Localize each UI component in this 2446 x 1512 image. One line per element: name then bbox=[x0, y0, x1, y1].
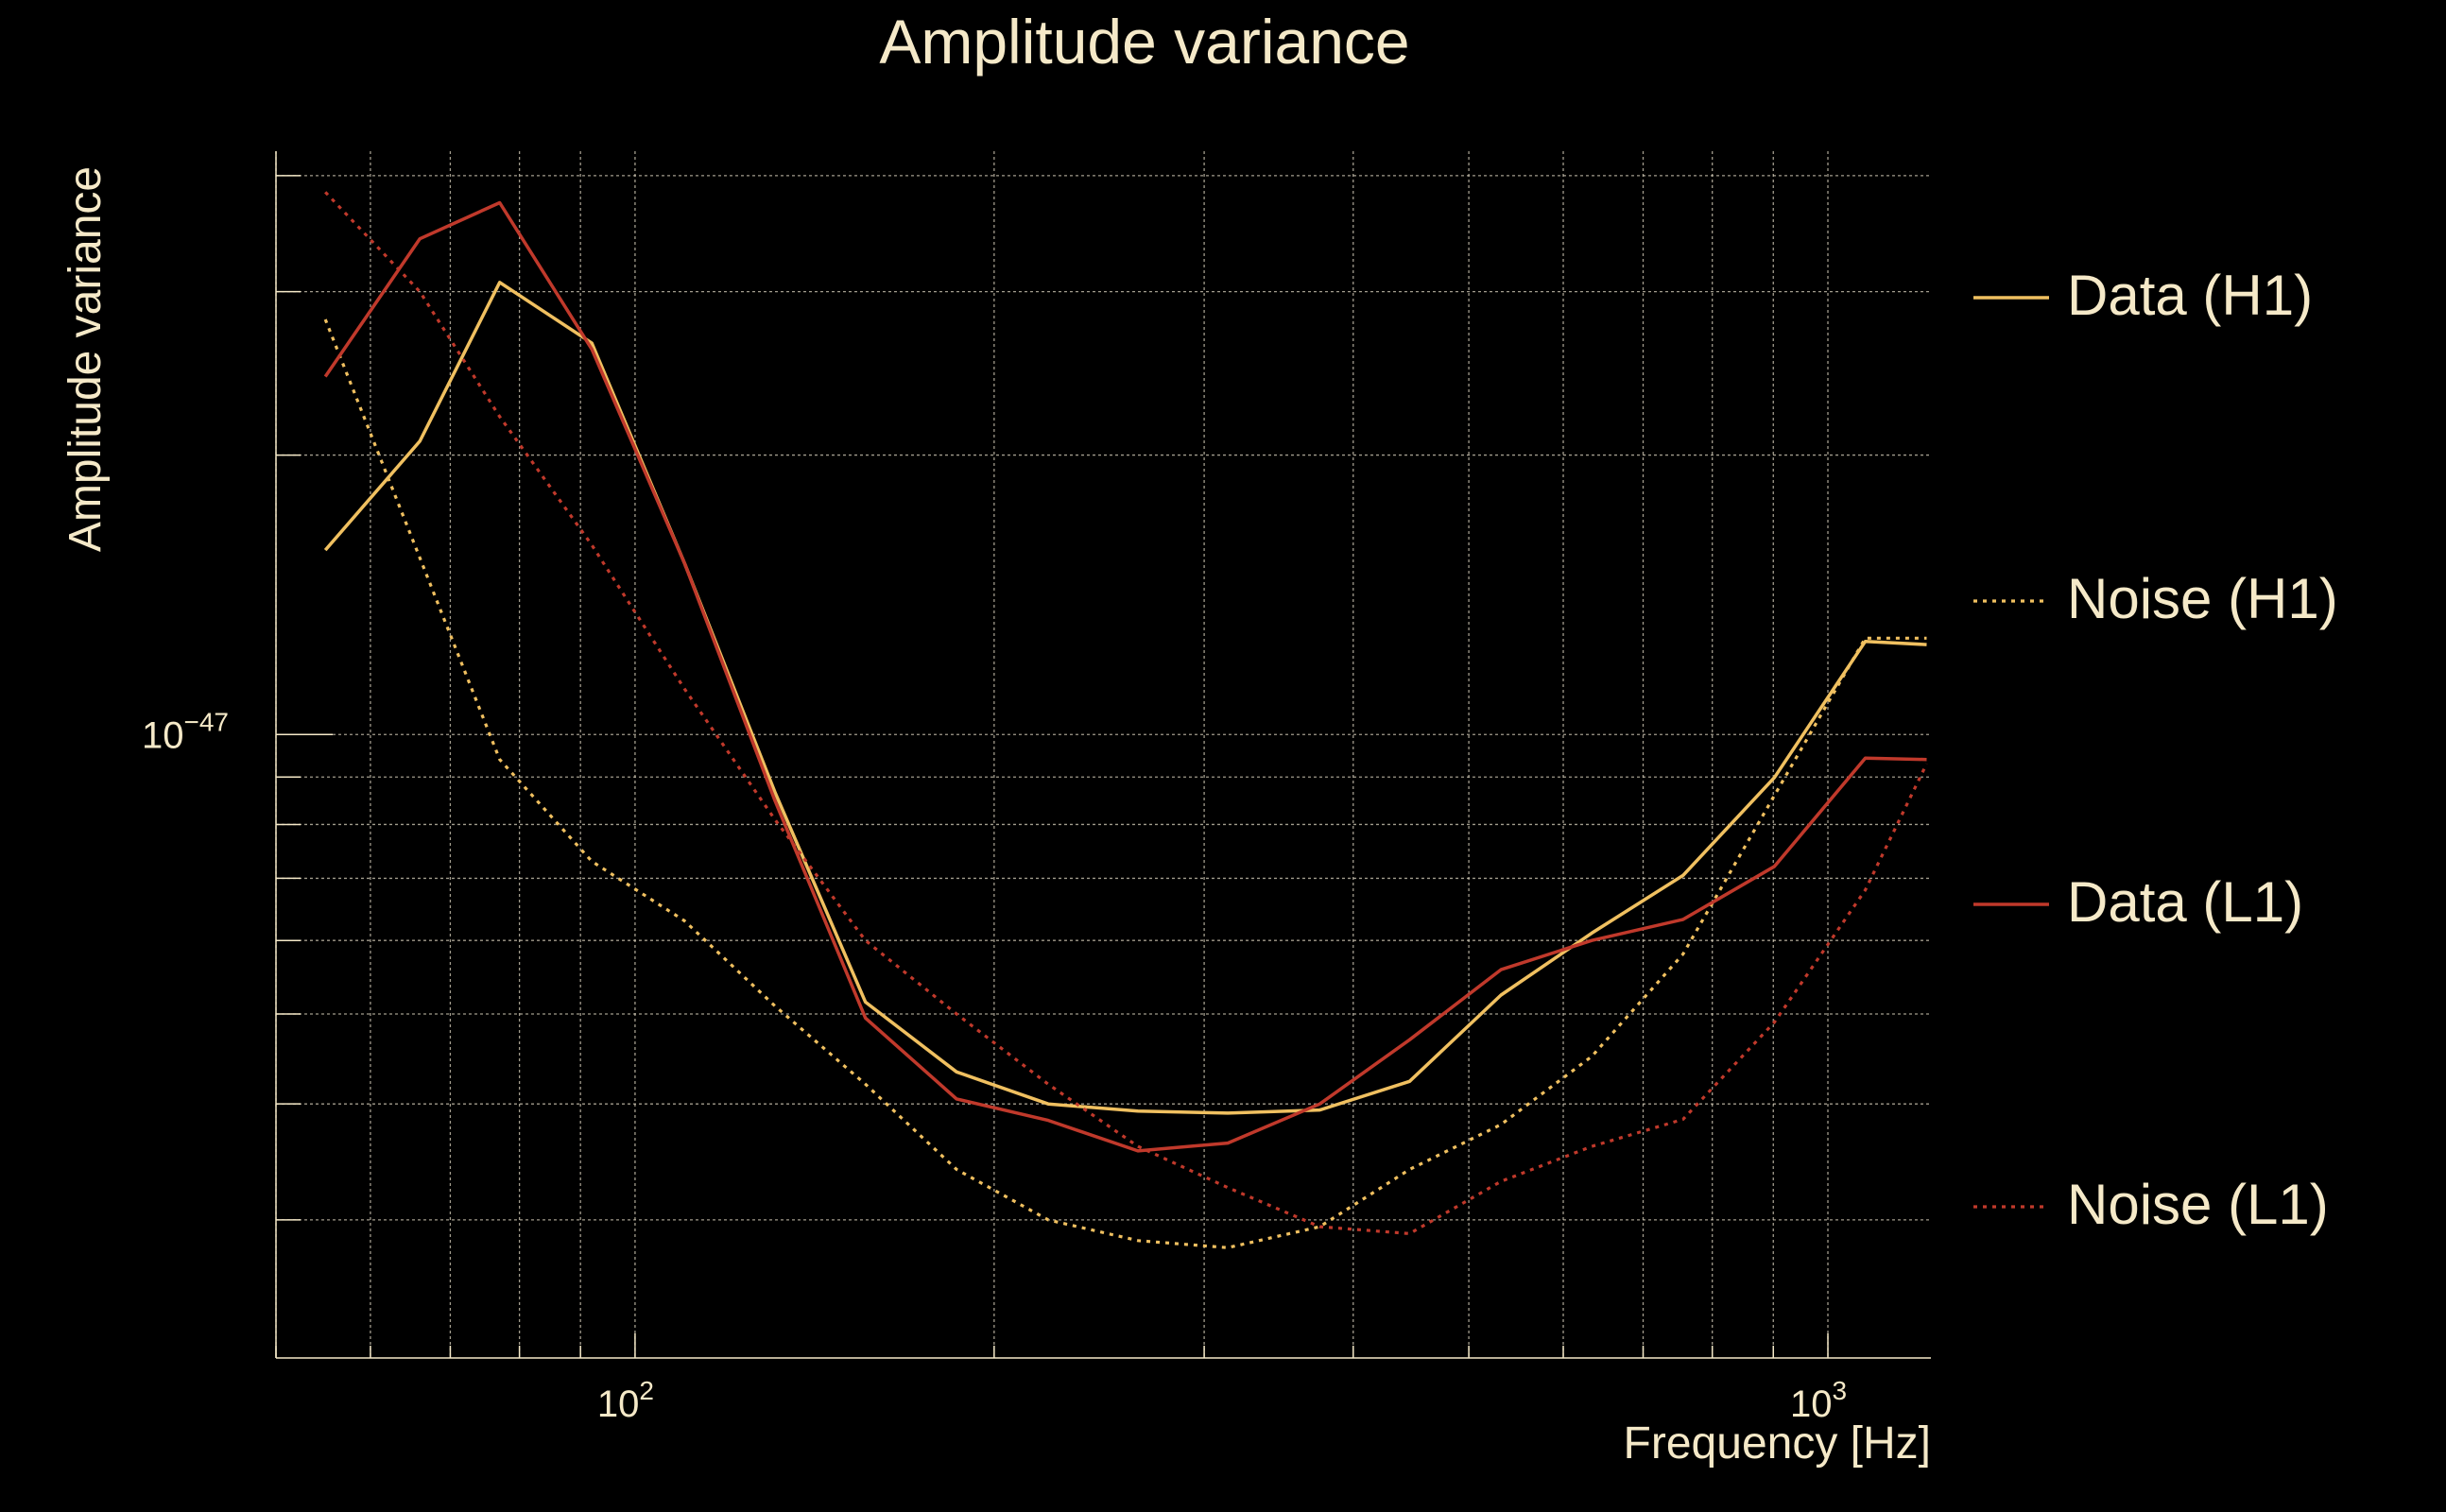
x-tick-label: 103 bbox=[1790, 1376, 1847, 1425]
legend-label-1: Data (H1) bbox=[2067, 264, 2313, 327]
y-axis-label: Amplitude variance bbox=[60, 166, 111, 552]
legend-label-4: Noise (L1) bbox=[2067, 1173, 2329, 1236]
chart-title: Amplitude variance bbox=[879, 7, 1409, 77]
plot-axes bbox=[275, 151, 1931, 1359]
series-line-3 bbox=[323, 200, 1927, 1153]
grid-lines bbox=[275, 151, 1931, 1358]
legend-label-3: Data (L1) bbox=[2067, 870, 2303, 934]
y-tick-label: 10−47 bbox=[142, 707, 229, 756]
tick-labels: 102 103 10−47 bbox=[142, 707, 1847, 1425]
series-line-2 bbox=[323, 318, 1927, 1249]
series-lines bbox=[323, 191, 1928, 1249]
legend: Data (H1) Noise (H1) Data (L1) Noise (L1) bbox=[1973, 264, 2338, 1236]
legend-label-2: Noise (H1) bbox=[2067, 567, 2338, 630]
series-line-1 bbox=[323, 281, 1927, 1115]
x-tick-label: 102 bbox=[597, 1376, 654, 1425]
x-axis-label: Frequency [Hz] bbox=[1624, 1418, 1931, 1469]
series-line-4 bbox=[324, 191, 1928, 1236]
